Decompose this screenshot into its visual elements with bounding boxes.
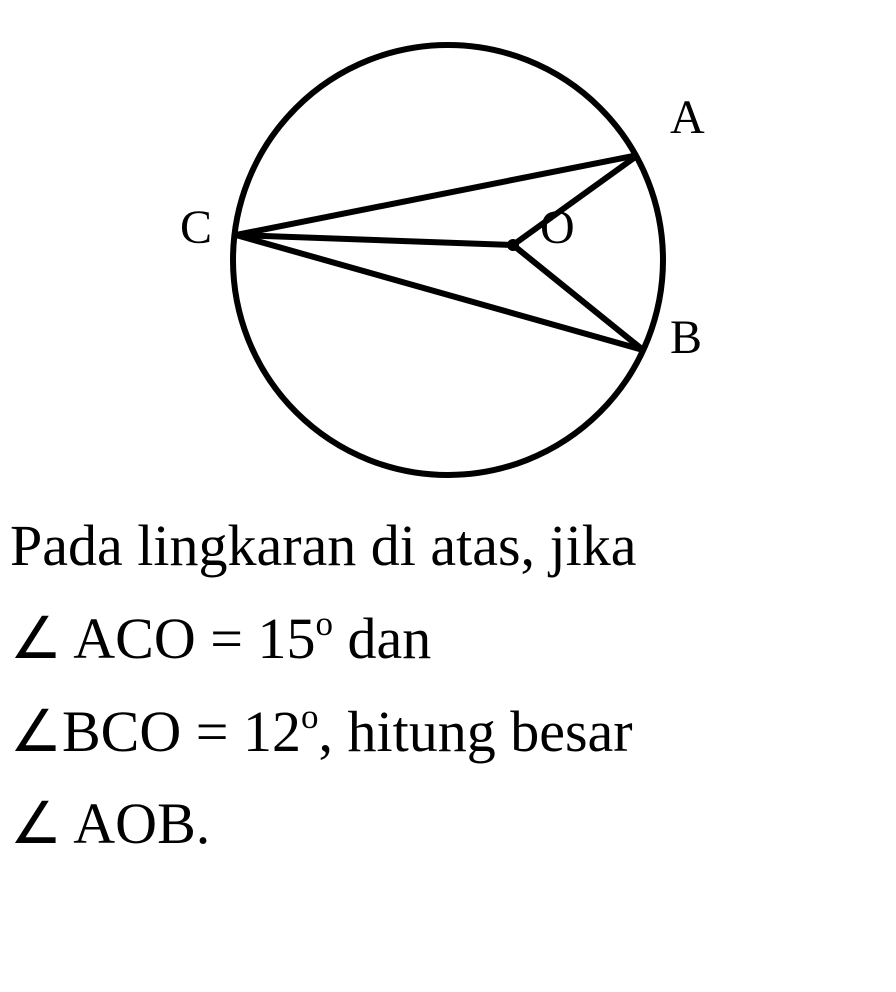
degree-symbol: o: [301, 697, 319, 736]
center-dot: [507, 239, 519, 251]
geometry-diagram: A B C O: [0, 0, 896, 500]
degree-symbol: o: [315, 604, 333, 643]
line-CB: [236, 235, 643, 350]
circle-figure: [148, 20, 748, 500]
label-B: B: [670, 310, 702, 365]
line3-suffix: , hitung besar: [318, 699, 632, 764]
text-line-1: Pada lingkaran di atas, jika: [10, 500, 886, 593]
line2-prefix: ∠ ACO = 15: [10, 606, 315, 671]
line-CO: [236, 235, 513, 245]
line3-prefix: ∠BCO = 12: [10, 699, 301, 764]
main-circle: [233, 45, 663, 475]
line2-suffix: dan: [333, 606, 431, 671]
text-line-4: ∠ AOB.: [10, 778, 886, 871]
label-C: C: [180, 200, 212, 255]
label-O: O: [540, 200, 575, 255]
text-line-2: ∠ ACO = 15o dan: [10, 593, 886, 686]
label-A: A: [670, 90, 705, 145]
text-line-3: ∠BCO = 12o, hitung besar: [10, 686, 886, 779]
problem-text: Pada lingkaran di atas, jika ∠ ACO = 15o…: [0, 500, 896, 871]
